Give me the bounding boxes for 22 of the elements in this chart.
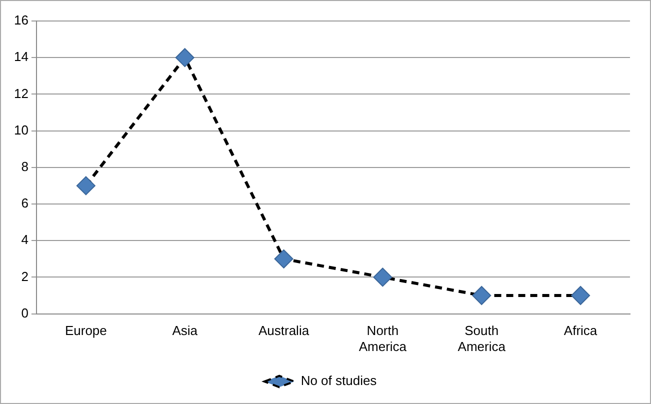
point xyxy=(373,268,392,287)
x-tick-label: Australia xyxy=(258,323,310,338)
x-tick-label: Europe xyxy=(64,323,107,338)
x-tick-label: Africa xyxy=(564,323,598,338)
point xyxy=(76,176,96,196)
legend-label: No of studies xyxy=(300,373,378,388)
y-tick-label: 16 xyxy=(14,12,28,28)
x-tick-label: South America xyxy=(458,323,506,354)
point xyxy=(472,286,492,305)
y-tick-label: 6 xyxy=(21,196,28,211)
y-tick-label: 10 xyxy=(14,122,28,138)
y-tick-label: 2 xyxy=(21,268,28,284)
point xyxy=(274,249,294,268)
y-tick-label: 0 xyxy=(21,305,28,320)
x-tick-label: North America xyxy=(358,323,408,354)
x-tick-label: Asia xyxy=(172,323,198,338)
point xyxy=(571,286,590,305)
y-tick-label: 4 xyxy=(21,232,28,248)
y-tick-label: 12 xyxy=(14,86,28,101)
y-tick-label: 14 xyxy=(14,49,28,64)
y-tick-label: 8 xyxy=(21,158,28,174)
point xyxy=(175,48,194,68)
